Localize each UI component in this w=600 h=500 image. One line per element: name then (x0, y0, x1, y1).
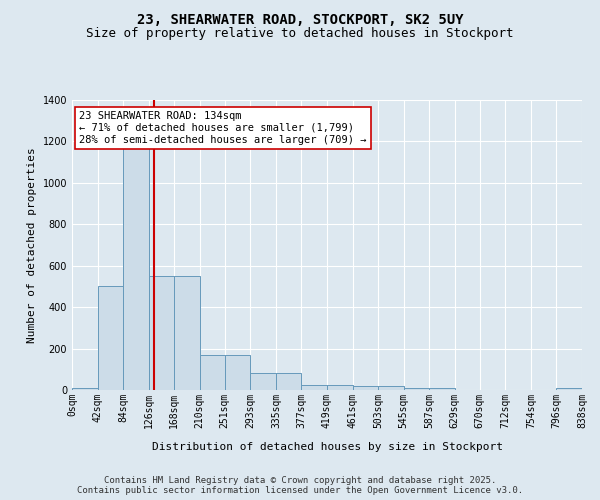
Y-axis label: Number of detached properties: Number of detached properties (27, 147, 37, 343)
Bar (353, 386, 378, 390)
Bar (378, 386, 404, 390)
Bar (98, 286, 123, 390)
Bar (556, 388, 582, 390)
Text: 23 SHEARWATER ROAD: 134sqm
← 71% of detached houses are smaller (1,799)
28% of s: 23 SHEARWATER ROAD: 134sqm ← 71% of deta… (79, 112, 367, 144)
Bar (429, 388, 455, 390)
Bar (404, 388, 429, 390)
Bar (72, 388, 98, 390)
Text: Distribution of detached houses by size in Stockport: Distribution of detached houses by size … (151, 442, 503, 452)
Bar (123, 129, 149, 390)
Text: 23, SHEARWATER ROAD, STOCKPORT, SK2 5UY: 23, SHEARWATER ROAD, STOCKPORT, SK2 5UY (137, 12, 463, 26)
Bar (149, 276, 174, 390)
Bar (301, 385, 327, 390)
Bar (250, 374, 276, 390)
Text: Size of property relative to detached houses in Stockport: Size of property relative to detached ho… (86, 28, 514, 40)
Bar (327, 385, 353, 390)
Bar (225, 355, 250, 390)
Bar (200, 355, 225, 390)
Text: Contains HM Land Registry data © Crown copyright and database right 2025.
Contai: Contains HM Land Registry data © Crown c… (77, 476, 523, 495)
Bar (276, 374, 301, 390)
Bar (174, 276, 200, 390)
